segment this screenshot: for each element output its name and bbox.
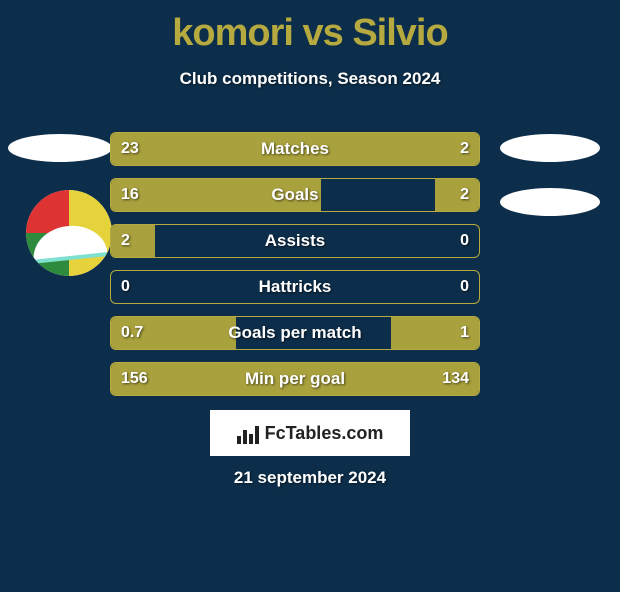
stat-row: 00Hattricks <box>110 270 480 304</box>
stat-row: 162Goals <box>110 178 480 212</box>
stat-label: Hattricks <box>111 271 479 303</box>
player-left-slot-top <box>8 134 112 162</box>
player-right-slot-top <box>500 134 600 162</box>
stat-row: 156134Min per goal <box>110 362 480 396</box>
stat-row: 20Assists <box>110 224 480 258</box>
page-subtitle: Club competitions, Season 2024 <box>0 69 620 89</box>
stat-label: Assists <box>111 225 479 257</box>
branding-banner: FcTables.com <box>210 410 410 456</box>
stats-container: 232Matches 162Goals 20Assists 00Hattricks 0.… <box>110 132 480 408</box>
stat-label: Min per goal <box>111 363 479 395</box>
branding-text: FcTables.com <box>265 423 384 444</box>
team-badge-left <box>26 190 112 276</box>
branding-chart-icon <box>237 422 259 444</box>
stat-label: Goals <box>111 179 479 211</box>
stat-label: Matches <box>111 133 479 165</box>
date-text: 21 september 2024 <box>0 468 620 488</box>
player-right-slot-bottom <box>500 188 600 216</box>
stat-row: 0.71Goals per match <box>110 316 480 350</box>
stat-row: 232Matches <box>110 132 480 166</box>
stat-label: Goals per match <box>111 317 479 349</box>
page-title: komori vs Silvio <box>0 12 620 55</box>
